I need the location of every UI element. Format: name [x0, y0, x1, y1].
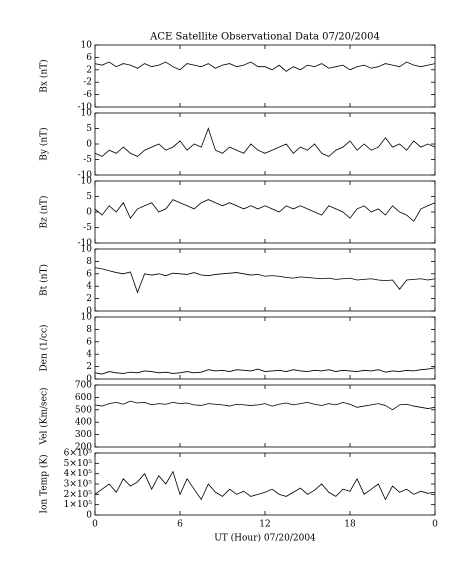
y-tick-label: 0 [86, 140, 92, 150]
y-axis-label: Bz (nT) [39, 195, 50, 228]
y-tick-label: 200 [75, 443, 92, 453]
y-tick-label: 3×10⁵ [64, 480, 93, 490]
y-tick-label: 400 [75, 418, 92, 428]
y-tick-label: 4 [86, 350, 92, 360]
data-line [94, 127, 436, 157]
y-tick-label: 10 [81, 177, 93, 187]
y-tick-label: 8 [86, 257, 92, 267]
y-tick-label: 0 [86, 307, 92, 317]
y-tick-label: 0 [86, 208, 92, 218]
y-tick-label: 10 [81, 245, 93, 255]
y-tick-label: 6 [86, 269, 92, 279]
data-line [94, 470, 436, 501]
y-tick-label: 6 [86, 337, 92, 347]
y-tick-label: 2 [86, 294, 92, 304]
y-tick-label: 4×10⁵ [64, 469, 93, 479]
x-tick-label: 0 [432, 520, 438, 530]
y-tick-label: 2 [86, 65, 92, 75]
data-line [94, 267, 436, 294]
y-tick-label: -2 [83, 78, 92, 88]
y-tick-label: -5 [83, 223, 92, 233]
y-tick-label: 5 [86, 124, 92, 134]
y-tick-label: 10 [81, 109, 93, 119]
y-tick-label: 6×10⁵ [64, 449, 93, 459]
y-tick-label: 4 [86, 282, 92, 292]
y-tick-label: -6 [83, 90, 92, 100]
x-axis-label: UT (Hour) 07/20/2004 [214, 533, 316, 544]
y-tick-label: -10 [78, 239, 93, 249]
y-tick-label: -5 [83, 155, 92, 165]
y-tick-label: 700 [75, 381, 92, 391]
y-tick-label: 8 [86, 325, 92, 335]
y-axis-label: Bx (nT) [39, 59, 50, 92]
y-tick-label: -10 [78, 171, 93, 181]
y-tick-label: 5×10⁵ [64, 459, 93, 469]
x-tick-label: 6 [177, 520, 183, 530]
chart-title: ACE Satellite Observational Data 07/20/2… [149, 32, 380, 43]
y-tick-label: 0 [86, 511, 92, 521]
data-line [94, 61, 436, 72]
y-axis-label: Ion Temp (K) [39, 454, 50, 513]
y-tick-label: 6 [86, 53, 92, 63]
y-tick-label: -10 [78, 103, 93, 113]
y-axis-label: By (nT) [39, 127, 50, 160]
y-tick-label: 2×10⁵ [64, 490, 93, 500]
y-tick-label: 500 [75, 405, 92, 415]
y-axis-label: Vel (Km/sec) [39, 387, 50, 445]
x-tick-label: 12 [259, 520, 270, 530]
data-line [94, 367, 436, 375]
y-axis-label: Bt (nT) [39, 264, 50, 296]
x-tick-label: 0 [92, 520, 98, 530]
x-tick-label: 18 [344, 520, 356, 530]
data-line [94, 199, 436, 222]
y-tick-label: 300 [75, 430, 92, 440]
y-tick-label: 1×10⁵ [64, 500, 93, 510]
y-axis-label: Den (1/cc) [39, 324, 50, 371]
data-line [94, 400, 436, 411]
y-tick-label: 600 [75, 393, 92, 403]
y-tick-label: 10 [81, 41, 93, 51]
y-tick-label: 5 [86, 192, 92, 202]
y-tick-label: 0 [86, 375, 92, 385]
y-tick-label: 10 [81, 313, 93, 323]
y-tick-label: 2 [86, 362, 92, 372]
